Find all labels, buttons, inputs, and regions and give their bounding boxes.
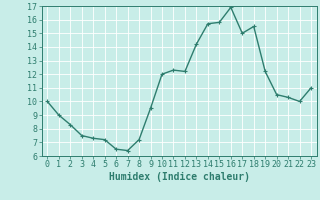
X-axis label: Humidex (Indice chaleur): Humidex (Indice chaleur): [109, 172, 250, 182]
